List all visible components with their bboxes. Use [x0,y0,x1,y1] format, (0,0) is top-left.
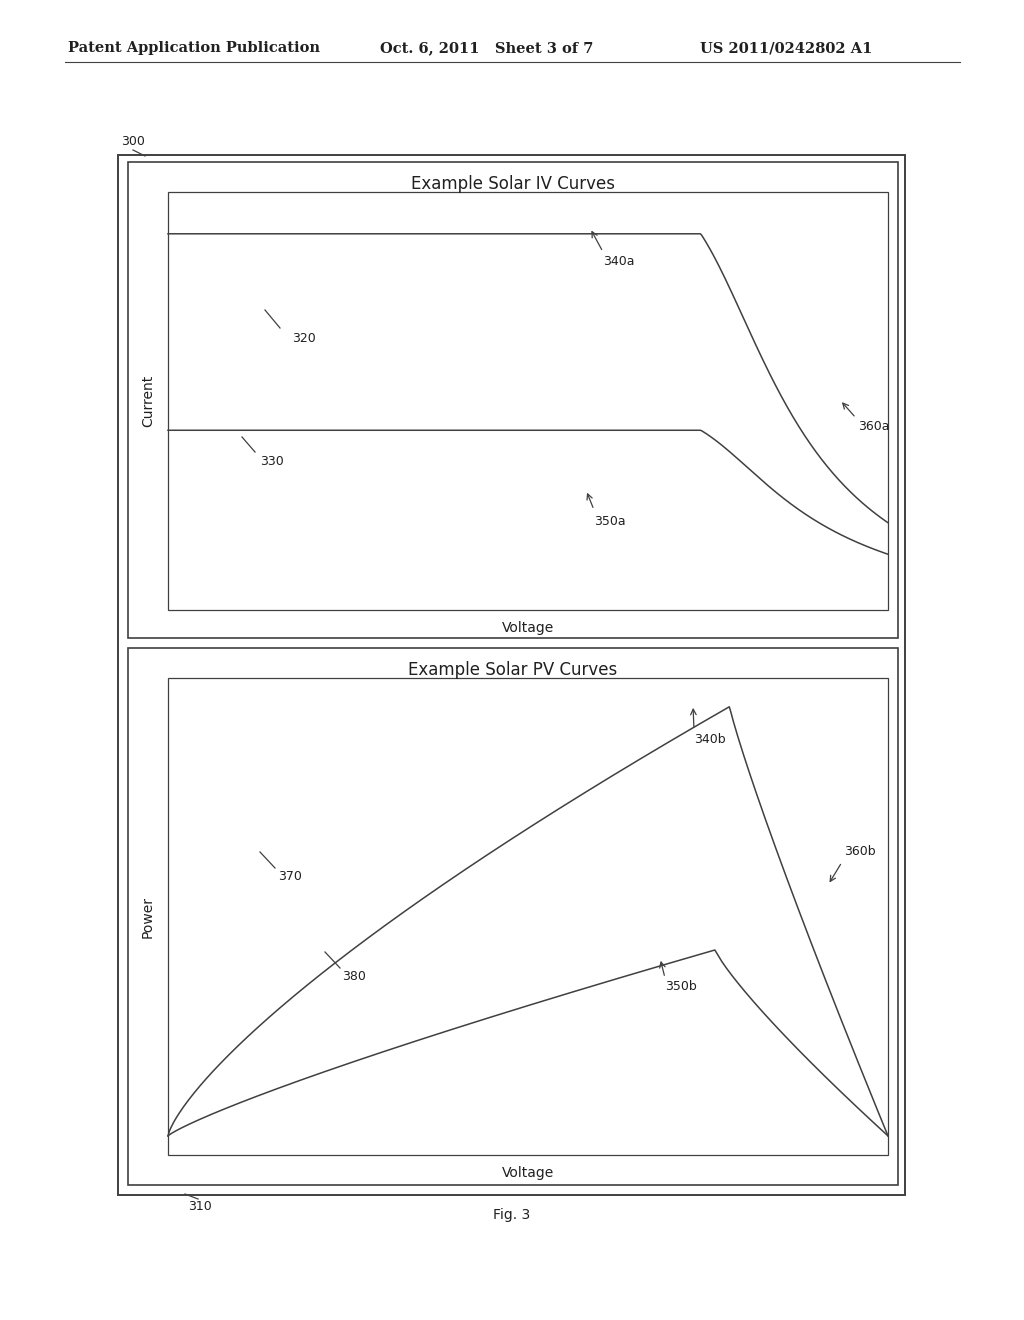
Text: 350a: 350a [594,515,626,528]
Text: 320: 320 [292,333,315,345]
Bar [168,678,888,1155]
Text: 360a: 360a [858,420,890,433]
Text: US 2011/0242802 A1: US 2011/0242802 A1 [700,41,872,55]
Bar [128,162,898,638]
Text: 370: 370 [278,870,302,883]
Text: 350b: 350b [665,979,696,993]
Text: Example Solar PV Curves: Example Solar PV Curves [409,661,617,678]
Text: Current: Current [141,375,155,428]
Text: Voltage: Voltage [502,1166,554,1180]
Text: 380: 380 [342,970,366,983]
Text: Example Solar IV Curves: Example Solar IV Curves [411,176,615,193]
Text: 310: 310 [188,1200,212,1213]
Text: 340b: 340b [694,733,726,746]
Text: 300: 300 [121,135,144,148]
Text: 340a: 340a [603,255,635,268]
Text: 330: 330 [260,455,284,469]
Text: Power: Power [141,895,155,937]
Text: Oct. 6, 2011   Sheet 3 of 7: Oct. 6, 2011 Sheet 3 of 7 [380,41,593,55]
Bar [168,191,888,610]
Bar [128,648,898,1185]
Bar [118,154,905,1195]
Text: Patent Application Publication: Patent Application Publication [68,41,319,55]
Text: 360b: 360b [844,845,876,858]
Text: Voltage: Voltage [502,620,554,635]
Text: Fig. 3: Fig. 3 [494,1208,530,1222]
